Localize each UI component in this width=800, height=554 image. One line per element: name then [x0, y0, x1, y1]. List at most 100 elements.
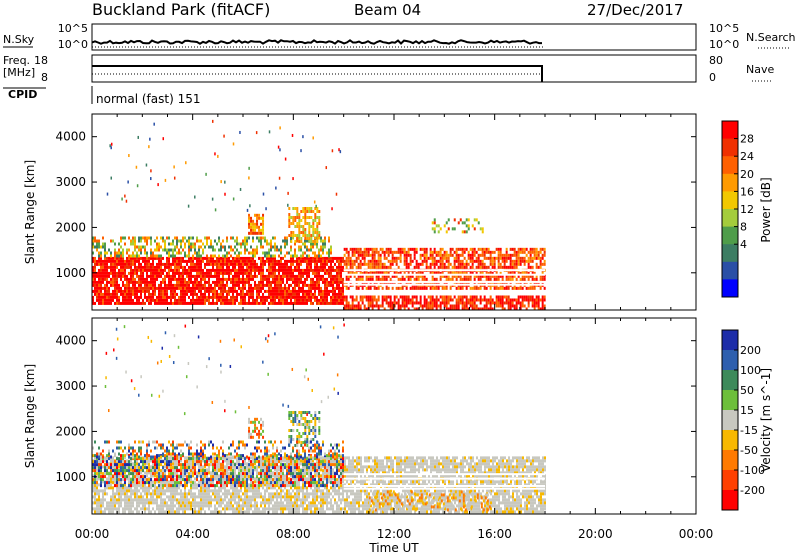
range-cell: [122, 492, 124, 496]
range-cell: [248, 289, 250, 293]
range-cell: [126, 283, 128, 287]
range-cell: [120, 277, 122, 281]
range-cell: [240, 292, 242, 296]
range-cell: [208, 280, 210, 284]
range-cell: [188, 289, 190, 293]
range-cell: [104, 492, 106, 496]
range-cell: [186, 501, 188, 505]
range-cell: [194, 510, 196, 514]
range-cell: [230, 498, 232, 502]
range-cell: [280, 265, 282, 269]
range-cell: [258, 213, 261, 217]
range-cell: [517, 286, 520, 290]
range-cell: [290, 268, 292, 272]
range-cell: [308, 231, 311, 235]
range-cell: [216, 477, 218, 481]
range-cell: [98, 280, 100, 284]
range-cell: [393, 301, 396, 305]
range-cell: [280, 259, 282, 263]
range-cell: [262, 256, 264, 260]
range-cell: [541, 304, 544, 308]
range-cell: [320, 298, 322, 302]
range-cell: [318, 234, 321, 238]
range-cell: [515, 256, 518, 260]
range-cell: [184, 498, 186, 502]
colorbar-swatch: [722, 279, 738, 298]
power-colorbar-label: Power [dB]: [759, 177, 773, 242]
range-cell: [361, 250, 364, 254]
range-cell: [148, 507, 150, 511]
range-cell: [423, 304, 426, 308]
range-cell: [519, 259, 522, 263]
range-cell: [461, 298, 464, 302]
range-cell: [268, 130, 271, 134]
range-cell: [469, 256, 472, 260]
range-cell: [230, 245, 232, 249]
range-cell: [148, 256, 150, 260]
range-cell: [447, 227, 450, 231]
range-cell: [162, 262, 164, 266]
range-cell: [202, 286, 204, 290]
range-cell: [298, 292, 300, 296]
range-cell: [248, 271, 250, 275]
range-cell: [170, 507, 172, 511]
range-cell: [112, 277, 114, 281]
range-cell: [182, 510, 184, 514]
range-cell: [427, 307, 430, 310]
range-cell: [431, 295, 434, 299]
range-cell: [264, 298, 266, 302]
range-cell: [106, 259, 108, 263]
range-cell: [447, 253, 450, 257]
range-cell: [487, 247, 490, 251]
range-cell: [248, 283, 250, 287]
range-cell: [186, 268, 188, 272]
range-cell: [100, 301, 102, 305]
range-cell: [176, 271, 178, 275]
range-cell: [443, 256, 446, 260]
range-cell: [489, 301, 492, 305]
range-cell: [174, 510, 176, 514]
range-cell: [112, 462, 114, 466]
range-cell: [359, 304, 362, 308]
range-cell: [108, 289, 110, 293]
range-cell: [224, 262, 226, 266]
range-cell: [266, 268, 268, 272]
range-cell: [316, 225, 319, 229]
range-cell: [232, 274, 234, 278]
range-cell: [284, 157, 287, 161]
range-cell: [214, 254, 216, 258]
range-cell: [174, 286, 176, 290]
range-cell: [244, 242, 246, 246]
range-cell: [138, 265, 140, 269]
range-cell: [102, 301, 104, 305]
range-cell: [302, 135, 304, 139]
range-cell: [417, 274, 420, 278]
range-cell: [298, 248, 300, 252]
range-cell: [160, 245, 162, 249]
range-cell: [120, 486, 122, 490]
range-cell: [533, 298, 536, 302]
range-cell: [172, 459, 174, 463]
range-cell: [515, 250, 518, 254]
range-cell: [226, 301, 228, 305]
range-cell: [94, 456, 96, 460]
range-cell: [122, 489, 124, 493]
range-cell: [527, 274, 530, 278]
range-cell: [248, 251, 250, 255]
range-cell: [130, 274, 132, 278]
range-cell: [230, 277, 232, 281]
range-cell: [118, 486, 120, 490]
range-cell: [226, 265, 228, 269]
range-cell: [156, 248, 158, 252]
range-cell: [174, 283, 176, 287]
range-cell: [429, 262, 432, 266]
range-cell: [162, 236, 164, 240]
range-cell: [220, 268, 222, 272]
range-cell: [110, 146, 112, 150]
range-cell: [220, 489, 222, 493]
range-cell: [391, 304, 394, 308]
range-cell: [270, 262, 272, 266]
range-cell: [172, 486, 174, 490]
range-cell: [130, 256, 132, 260]
